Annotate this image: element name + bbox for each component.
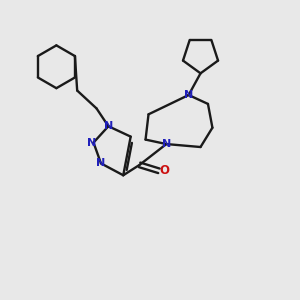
- Text: N: N: [184, 90, 193, 100]
- Text: N: N: [162, 139, 171, 149]
- Text: N: N: [87, 138, 97, 148]
- Text: N: N: [104, 121, 113, 130]
- Text: O: O: [159, 164, 169, 177]
- Text: N: N: [96, 158, 105, 168]
